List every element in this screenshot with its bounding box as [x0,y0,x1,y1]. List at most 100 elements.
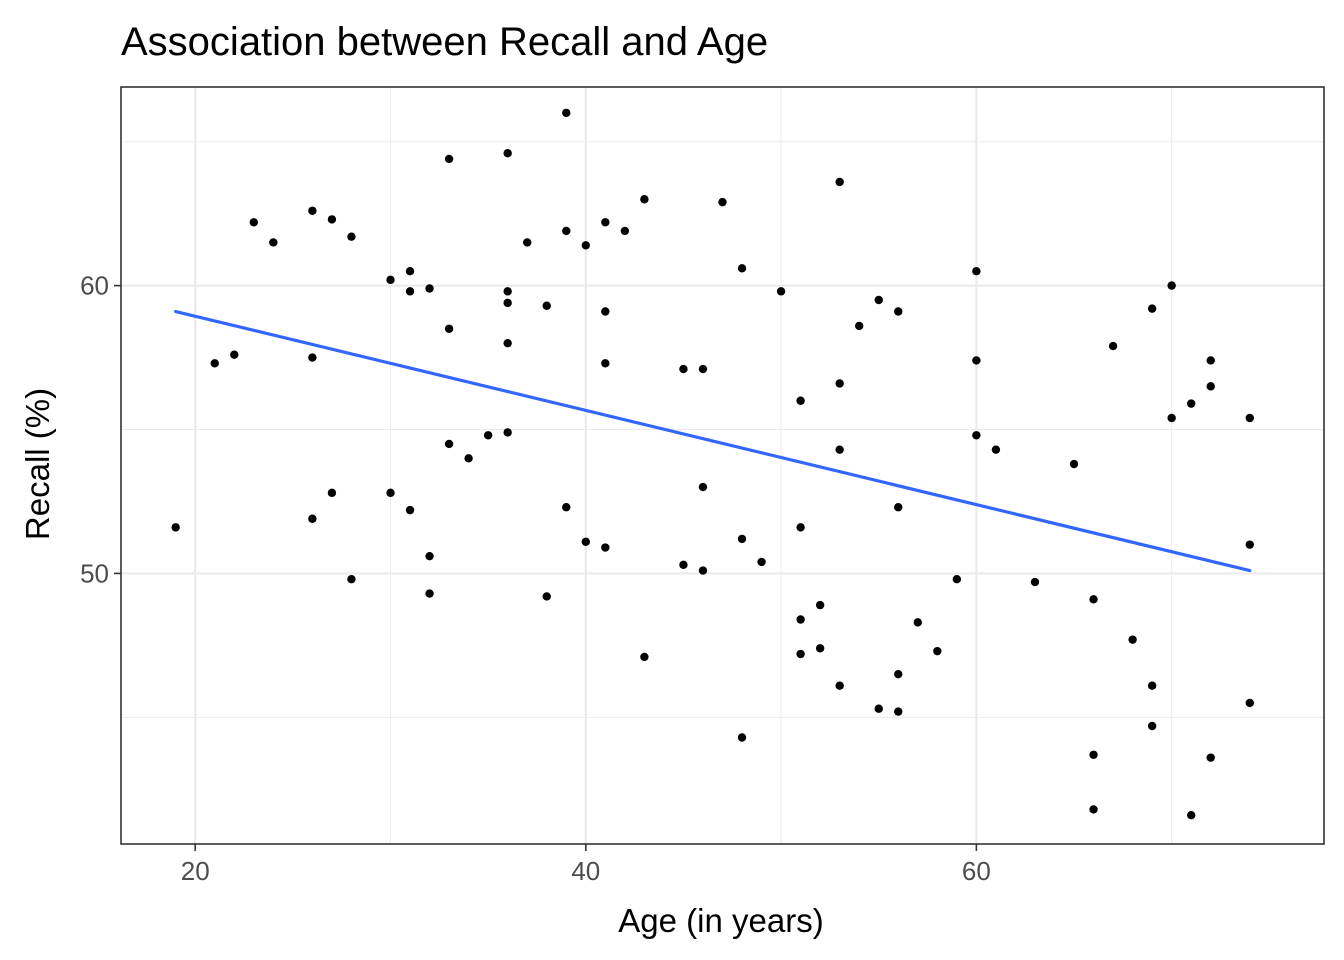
data-point [444,154,454,164]
data-point [503,287,512,296]
minor-gridlines [121,87,1324,844]
data-point [679,364,688,374]
data-point [347,574,356,584]
data-point [894,707,903,716]
chart-title: Association between Recall and Age [121,20,768,64]
data-point [835,445,844,454]
y-tick-label: 50 [80,558,109,588]
data-point [444,324,454,333]
major-gridlines [121,87,1324,844]
data-point [503,298,512,308]
data-point [1147,681,1157,690]
data-point [581,537,590,546]
data-point [308,206,317,215]
data-point [601,543,610,552]
data-point [601,359,610,368]
data-point [698,364,708,374]
data-point [1147,721,1157,731]
data-point [737,733,747,742]
data-point [1069,459,1079,469]
data-point [796,649,805,659]
data-point [523,238,532,247]
data-point [835,681,844,690]
data-point [972,431,981,440]
data-point [1089,750,1098,759]
data-point [1187,811,1196,820]
data-point [737,264,747,273]
data-point [815,600,825,610]
x-tick-label: 60 [962,856,991,886]
data-point [1128,635,1137,644]
data-point [835,379,844,388]
data-point [425,284,434,293]
data-point [230,350,239,359]
data-point [874,295,883,305]
data-point [464,454,473,463]
data-point [210,359,219,368]
data-point [972,267,981,276]
panel-border [120,86,1325,845]
data-point [1089,595,1098,604]
data-point [1245,540,1254,549]
data-point [562,503,571,512]
data-point [1245,413,1254,423]
data-point [601,307,610,316]
data-point [405,505,415,515]
data-point [405,267,415,276]
data-point [1147,304,1157,313]
data-point [503,428,512,437]
data-point [444,439,454,449]
data-point [698,566,708,575]
data-point [405,287,415,296]
y-tick-label: 60 [80,271,109,301]
data-point [503,338,512,348]
data-point [1030,577,1040,587]
data-point [679,560,688,570]
data-points [171,108,1254,820]
data-point [269,238,278,247]
data-point [249,218,258,227]
data-point [327,488,337,498]
y-axis-ticks: 50 60 [80,271,121,588]
data-point [1167,281,1176,290]
data-point [601,218,610,227]
data-point [757,557,766,567]
data-point [171,523,180,532]
trend-line [174,309,1252,573]
data-point [952,574,962,584]
data-point [581,241,590,250]
data-point [913,618,922,627]
data-point [1206,753,1215,762]
data-point [640,652,649,662]
data-point [1245,698,1254,708]
data-point [894,669,903,679]
data-point [562,108,571,118]
data-point [620,226,630,236]
data-point [347,232,356,241]
y-axis-title: Recall (%) [19,388,56,540]
data-point [1108,341,1118,351]
data-point [542,301,551,310]
data-point [640,195,649,204]
data-point [1089,805,1098,814]
x-axis-ticks: 20 40 60 [181,844,991,886]
data-point [894,503,903,512]
data-point [1206,382,1215,391]
data-point [386,275,395,285]
data-point [796,396,805,405]
x-tick-label: 40 [571,856,600,886]
data-point [815,644,825,653]
data-point [718,197,727,207]
data-point [425,589,434,598]
data-point [698,482,708,492]
data-point [894,307,903,316]
data-point [503,149,512,158]
data-point [1187,399,1196,408]
data-point [1206,356,1215,365]
data-point [308,514,317,523]
data-point [542,592,551,601]
data-point [562,226,571,236]
data-point [796,615,805,624]
